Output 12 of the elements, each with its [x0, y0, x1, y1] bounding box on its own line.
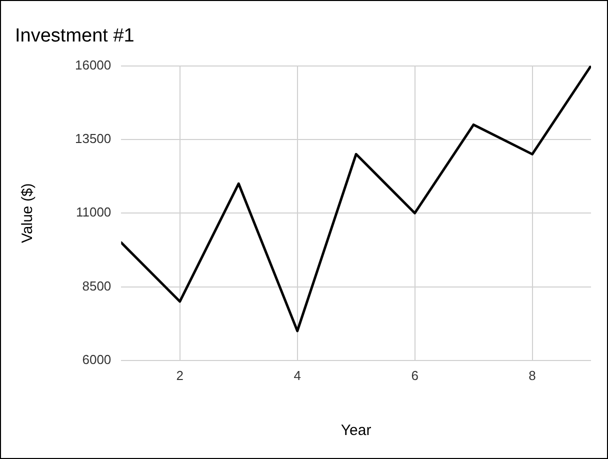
x-axis-title: Year	[340, 422, 372, 440]
chart-title: Investment #1	[15, 26, 134, 47]
y-tick-label: 6000	[82, 352, 112, 367]
y-tick-label: 16000	[74, 57, 112, 72]
x-tick-label: 6	[411, 368, 418, 383]
y-tick-label: 13500	[74, 131, 112, 146]
x-tick-label: 4	[294, 368, 301, 383]
x-tick-label: 2	[176, 368, 184, 383]
x-tick-label: 8	[528, 368, 536, 383]
y-axis-title: Value ($)	[19, 183, 36, 243]
y-tick-label: 8500	[82, 278, 112, 294]
y-tick-label: 11000	[76, 204, 112, 220]
